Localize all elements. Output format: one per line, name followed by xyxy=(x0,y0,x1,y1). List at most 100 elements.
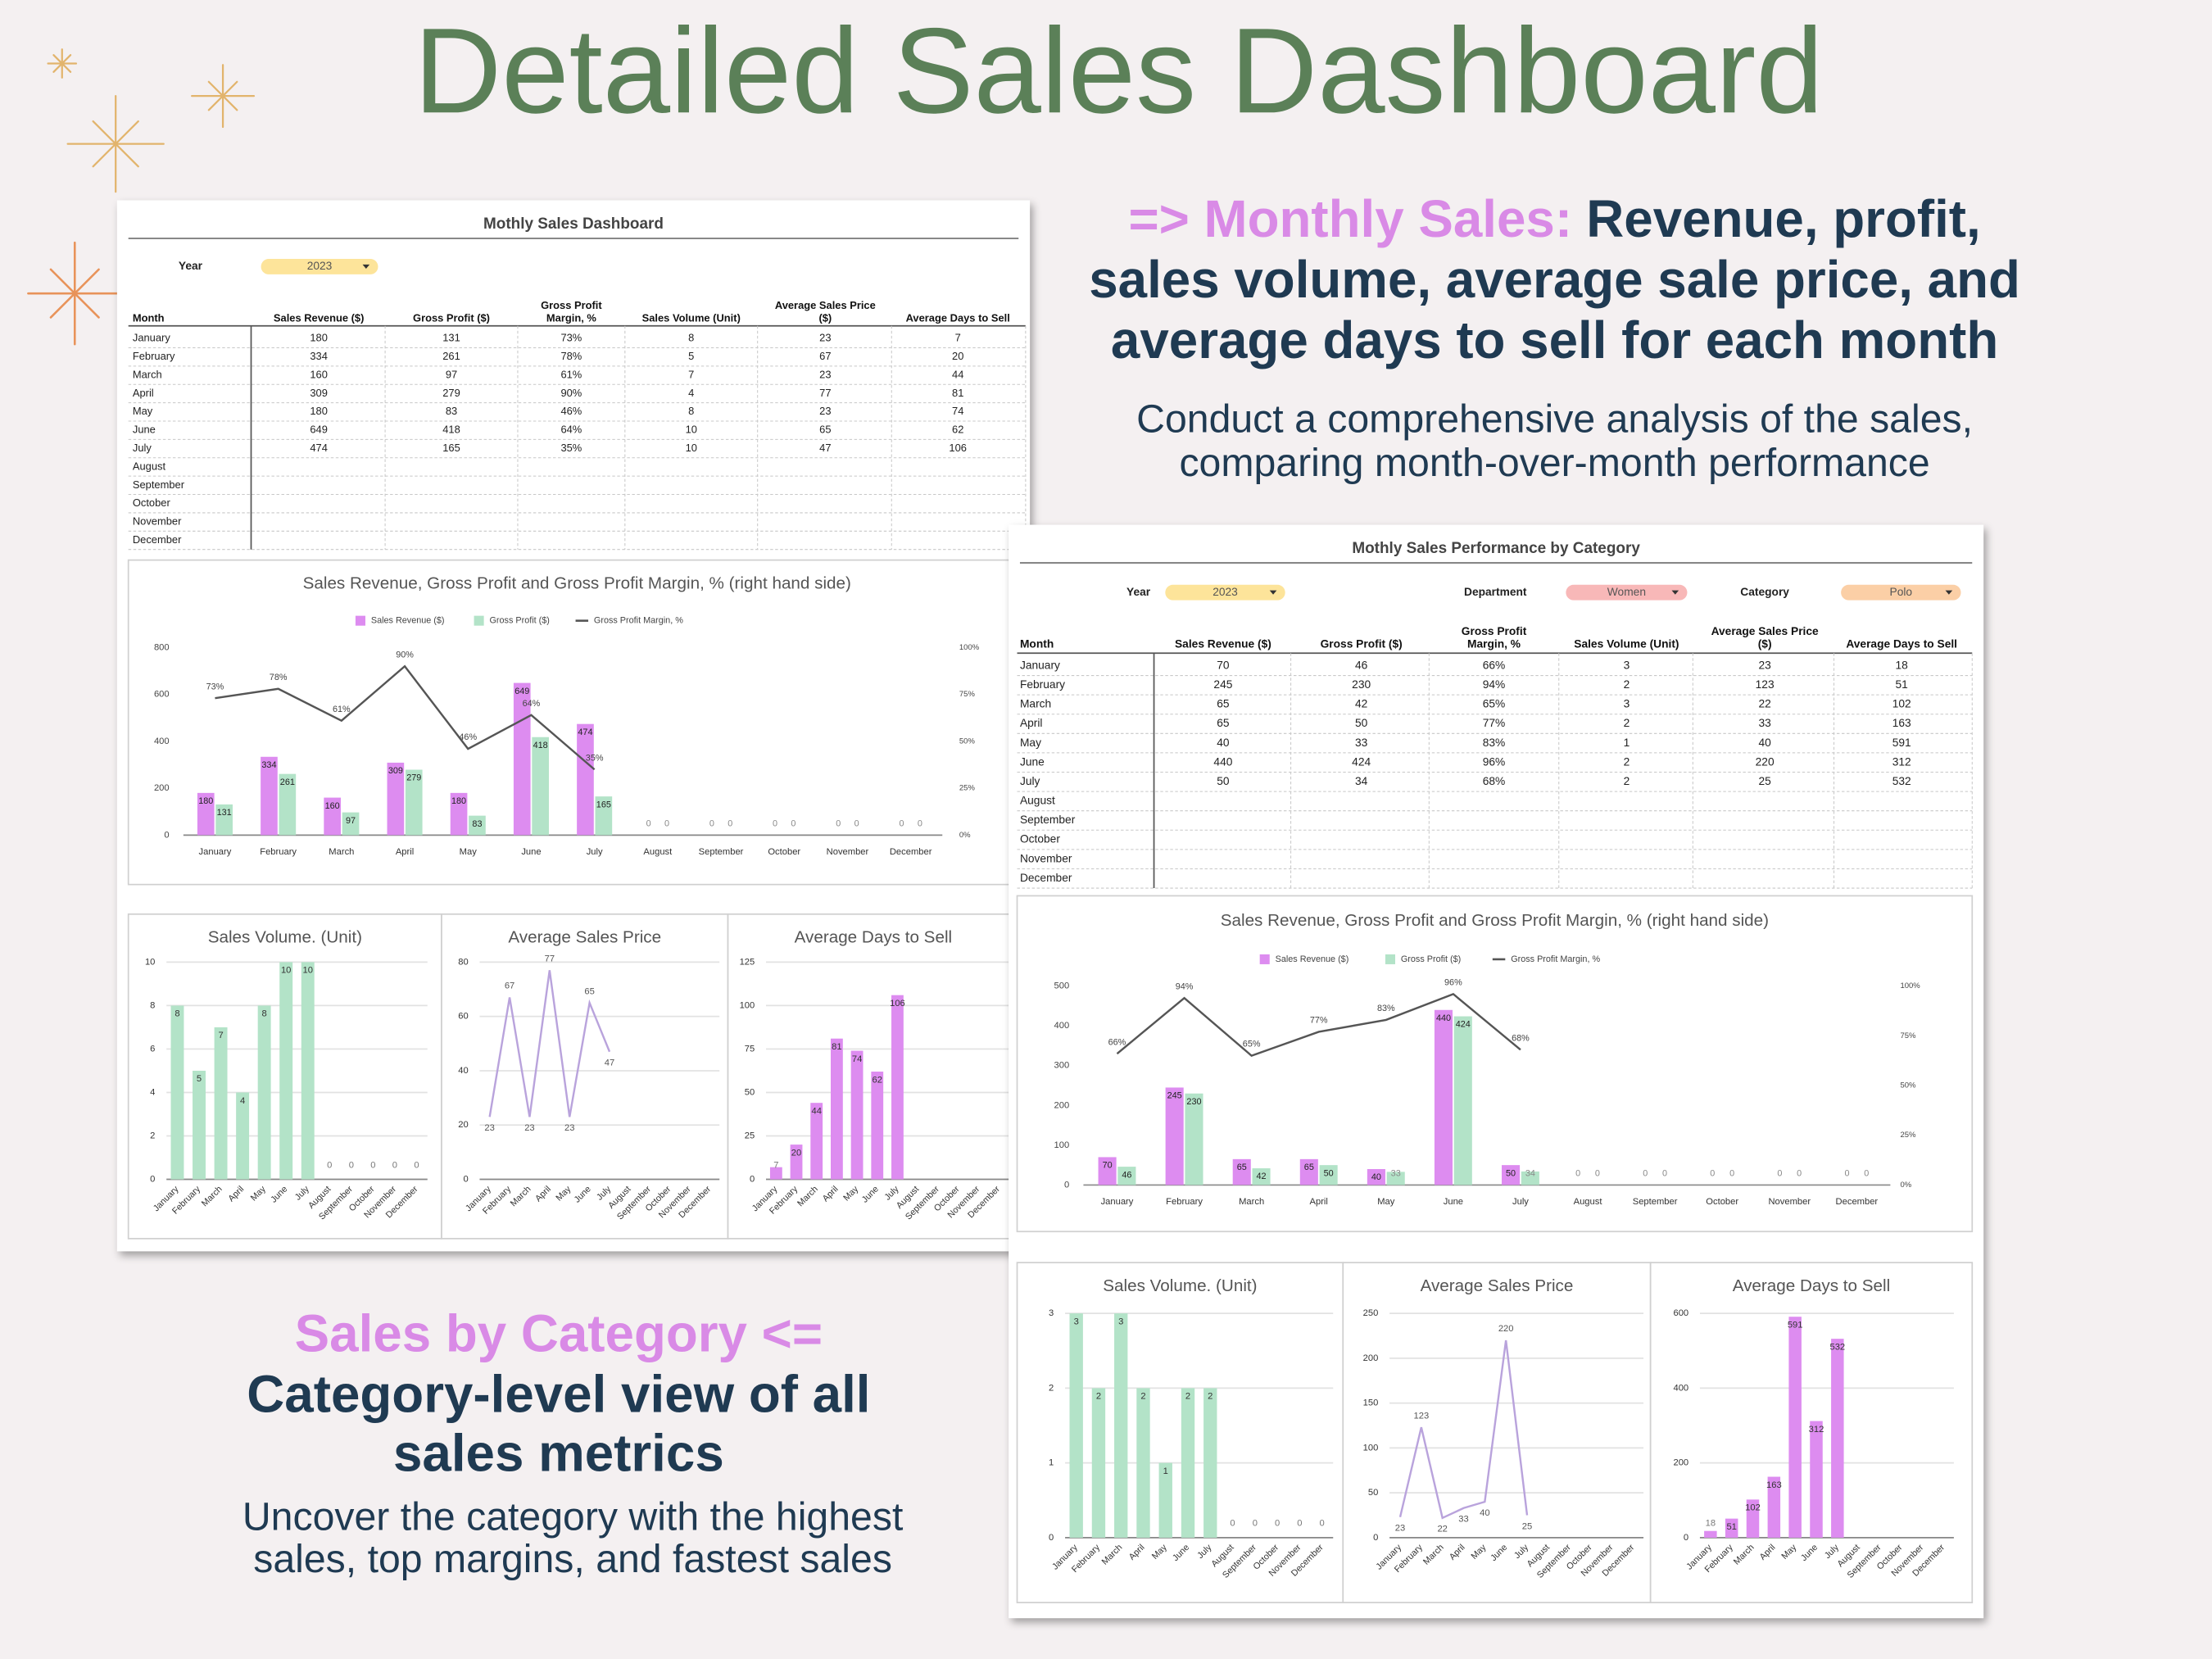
bar-value-label: 245 xyxy=(1167,1091,1182,1101)
filter-dropdown[interactable] xyxy=(261,258,378,274)
table-cell: 106 xyxy=(949,442,967,454)
bar-value-label: 334 xyxy=(261,760,276,770)
y-tick-label: 400 xyxy=(154,737,170,746)
table-cell: 440 xyxy=(1213,755,1232,768)
filter-label: Department xyxy=(1464,586,1527,598)
table-cell: January xyxy=(133,332,170,344)
table-cell: 4 xyxy=(688,387,694,399)
table-cell: 180 xyxy=(310,405,328,417)
line-value-label: 83% xyxy=(1377,1004,1395,1013)
bar-value-label: 0 xyxy=(414,1160,419,1170)
table-cell: 47 xyxy=(819,442,831,454)
bar xyxy=(1232,1158,1251,1185)
bar-value-label: 0 xyxy=(1864,1169,1869,1179)
bar xyxy=(1502,1165,1521,1185)
x-tick-label: February xyxy=(260,847,297,857)
table-cell: October xyxy=(133,496,171,509)
column-header: Average Days to Sell xyxy=(906,312,1010,324)
heading-highlight: => Monthly Sales: xyxy=(1128,189,1572,248)
bar-value-label: 83 xyxy=(472,819,482,829)
y-tick-label: 100 xyxy=(1054,1140,1070,1150)
column-header: Average Days to Sell xyxy=(1846,638,1957,650)
table-cell: 35% xyxy=(560,442,582,454)
table-cell: August xyxy=(1020,795,1055,807)
line-value-label: 61% xyxy=(333,705,351,714)
filter-value: Polo xyxy=(1890,586,1913,598)
bar xyxy=(214,1027,228,1180)
column-header: Margin, % xyxy=(1467,638,1521,650)
filter-dropdown[interactable] xyxy=(1566,584,1688,601)
bar xyxy=(1165,1087,1184,1185)
table-cell: 2 xyxy=(1624,717,1630,729)
table-cell: 261 xyxy=(442,350,460,362)
table-cell: 46 xyxy=(1355,659,1368,671)
table-cell: June xyxy=(133,424,156,436)
bar-value-label: 81 xyxy=(832,1042,841,1052)
bar-value-label: 0 xyxy=(854,818,859,828)
table-cell: August xyxy=(133,460,166,472)
table-cell: 83% xyxy=(1483,737,1506,749)
bar-value-label: 62 xyxy=(873,1075,882,1085)
table-cell: 23 xyxy=(1758,659,1771,671)
table-cell: 5 xyxy=(688,350,694,362)
y-tick-label: 150 xyxy=(1363,1398,1379,1408)
y-tick-label: 50 xyxy=(745,1087,755,1097)
table-cell: 131 xyxy=(442,332,460,344)
bar xyxy=(215,804,233,836)
table-cell: July xyxy=(133,442,152,454)
heading-line: sales metrics xyxy=(393,1424,724,1483)
y2-tick-label: 25% xyxy=(959,784,976,793)
table-cell: 40 xyxy=(1217,737,1230,749)
table-cell: 65 xyxy=(1217,717,1230,729)
filter-label: Category xyxy=(1740,586,1789,598)
heading-line: sales volume, average sale price, and xyxy=(1089,250,2020,309)
bar-value-label: 2 xyxy=(1096,1392,1101,1402)
column-header: Margin, % xyxy=(546,312,596,324)
table-cell: October xyxy=(1020,833,1060,845)
bar-value-label: 50 xyxy=(1506,1168,1516,1178)
bar-value-label: 2 xyxy=(1140,1392,1145,1402)
table-cell: September xyxy=(1020,814,1076,826)
table-cell: 334 xyxy=(310,350,328,362)
heading-text: Revenue, profit, xyxy=(1586,189,1980,248)
filter-dropdown[interactable] xyxy=(1165,584,1285,601)
y-tick-label: 10 xyxy=(145,957,155,967)
bar xyxy=(577,723,594,836)
legend-label: Sales Revenue ($) xyxy=(1276,954,1349,964)
bar-value-label: 33 xyxy=(1391,1169,1401,1179)
bar xyxy=(1252,1168,1271,1185)
line-value-label: 65% xyxy=(1243,1040,1261,1049)
bar xyxy=(170,1005,184,1180)
x-tick-label: July xyxy=(587,847,603,857)
bar xyxy=(1117,1167,1136,1185)
x-tick-label: June xyxy=(1444,1197,1463,1207)
bar xyxy=(387,762,405,836)
column-header: Average Sales Price xyxy=(1711,625,1819,637)
x-tick-label: September xyxy=(1633,1197,1678,1207)
table-cell: 34 xyxy=(1355,775,1368,787)
table-cell: December xyxy=(133,533,182,546)
table-cell: 22 xyxy=(1758,698,1770,710)
bar-value-label: 8 xyxy=(262,1009,267,1019)
y-tick-label: 200 xyxy=(1673,1458,1688,1468)
bar-value-label: 0 xyxy=(728,818,732,828)
filter-dropdown[interactable] xyxy=(1841,584,1961,601)
line-series xyxy=(1116,992,1521,1057)
y2-tick-label: 25% xyxy=(1900,1131,1916,1140)
bar-value-label: 3 xyxy=(1118,1317,1123,1326)
bar-value-label: 2 xyxy=(1185,1392,1190,1402)
line-series xyxy=(488,970,611,1117)
bar-value-label: 440 xyxy=(1436,1013,1451,1023)
table-cell: February xyxy=(133,350,175,362)
table-cell: 61% xyxy=(560,368,582,380)
table-cell: 180 xyxy=(310,332,328,344)
bar xyxy=(1788,1317,1802,1538)
table-cell: 220 xyxy=(1756,755,1775,768)
table-cell: 90% xyxy=(560,387,582,399)
line-value-label: 40 xyxy=(1480,1508,1489,1518)
table-cell: 74 xyxy=(952,405,963,417)
y-tick-label: 0 xyxy=(463,1174,468,1184)
legend-swatch xyxy=(355,615,365,626)
bar xyxy=(1767,1476,1781,1538)
table-cell: 40 xyxy=(1758,737,1771,749)
